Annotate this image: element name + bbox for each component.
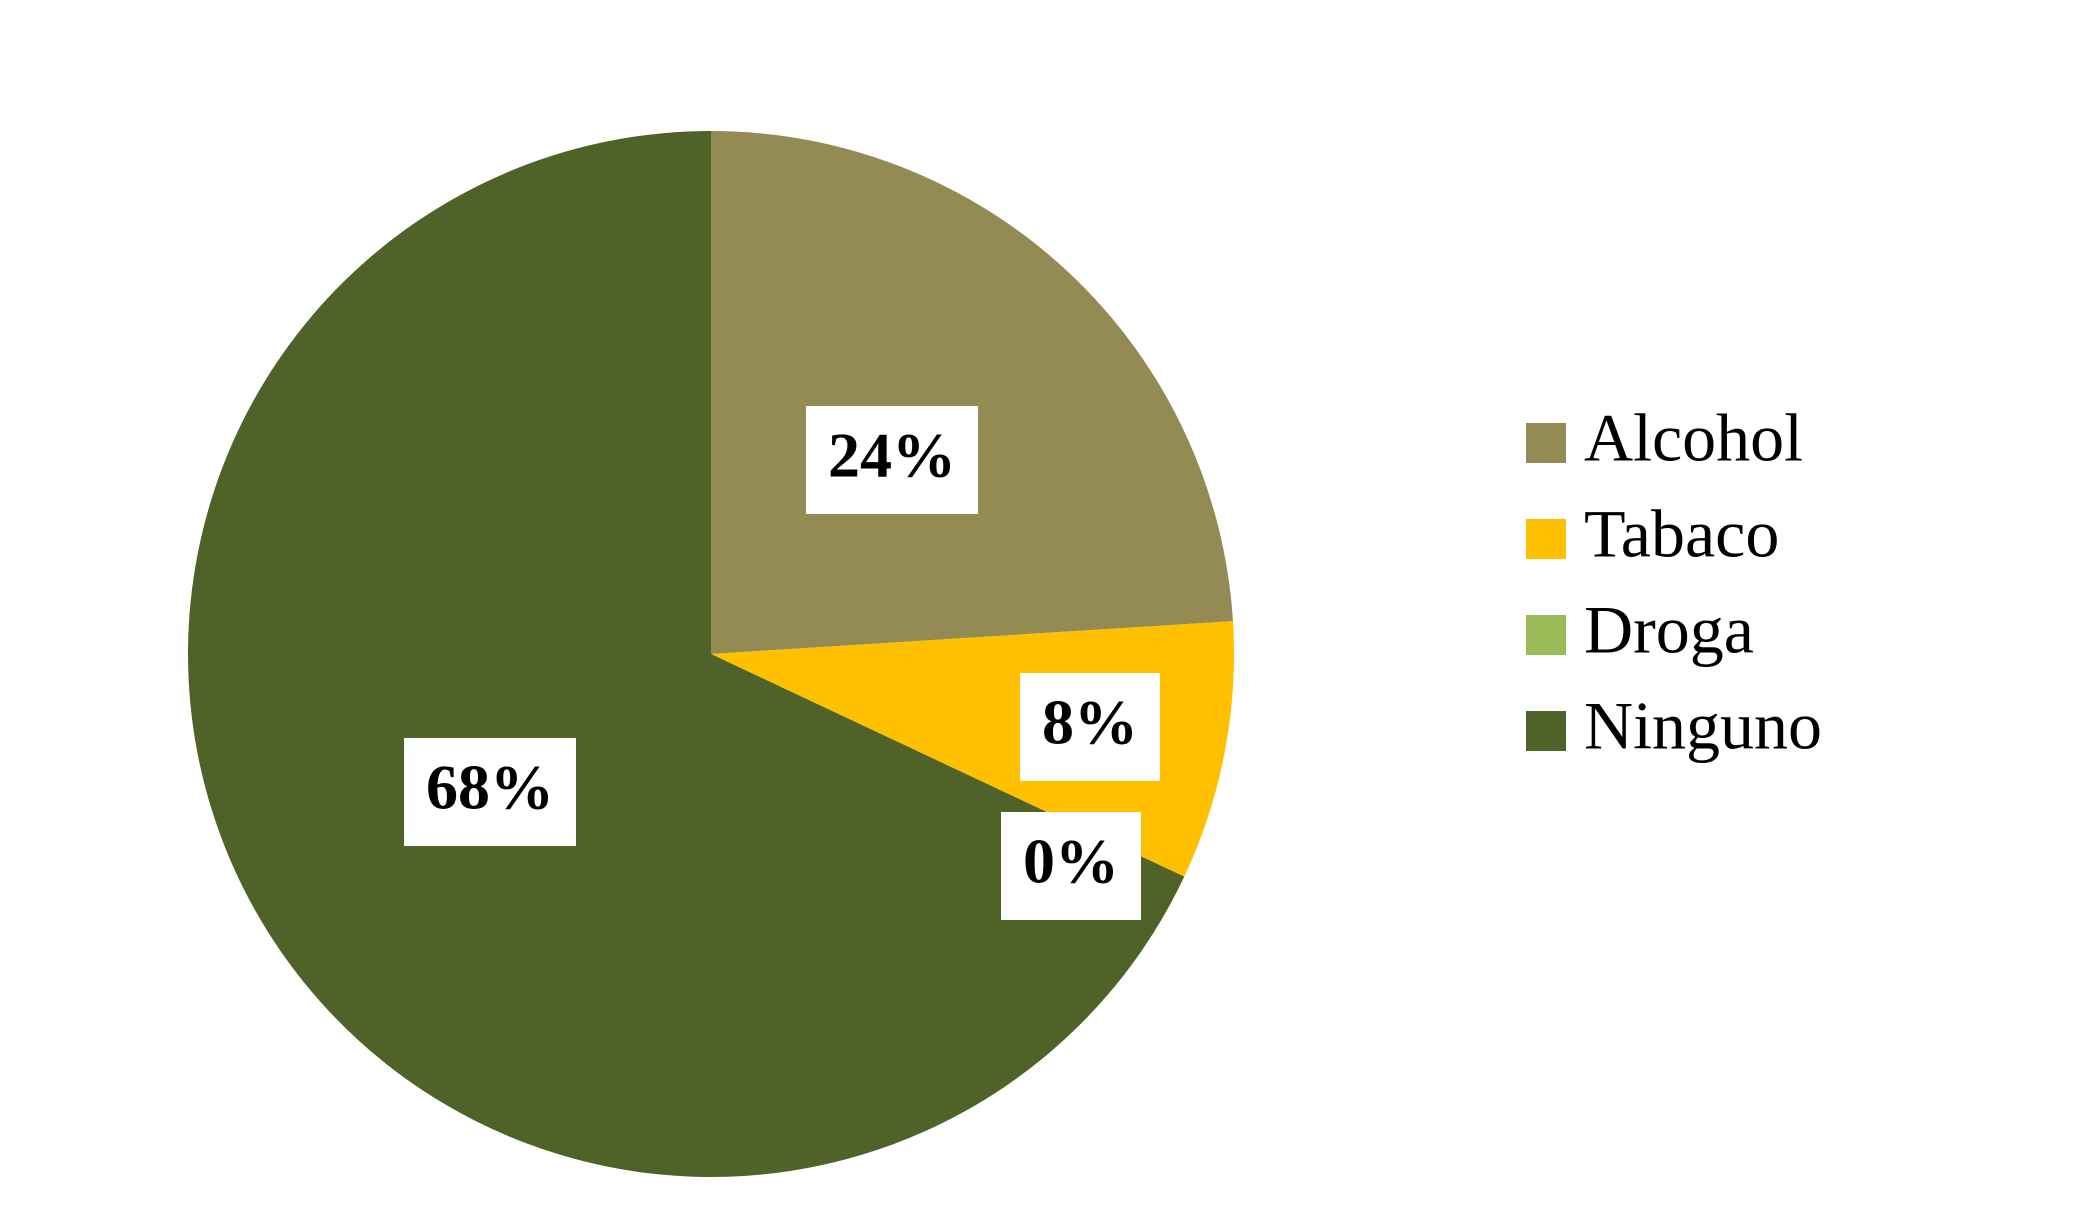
legend-label: Ninguno [1584,688,1822,764]
data-label-box [404,738,576,846]
legend-swatch [1526,423,1566,463]
data-label: 8% [1042,687,1138,758]
legend-swatch [1526,615,1566,655]
pie-slice [188,131,1185,1177]
data-label: 24% [828,420,956,491]
data-label-box [806,406,978,514]
legend-label: Droga [1584,592,1754,668]
legend-label: Tabaco [1584,496,1779,572]
data-label-box [1020,673,1160,781]
data-label-box [1001,812,1141,920]
legend-swatch [1526,711,1566,751]
legend-label: Alcohol [1584,400,1803,476]
data-label: 68% [426,752,554,823]
data-label: 0% [1023,826,1119,897]
legend-swatch [1526,519,1566,559]
pie-slice [711,131,1233,654]
